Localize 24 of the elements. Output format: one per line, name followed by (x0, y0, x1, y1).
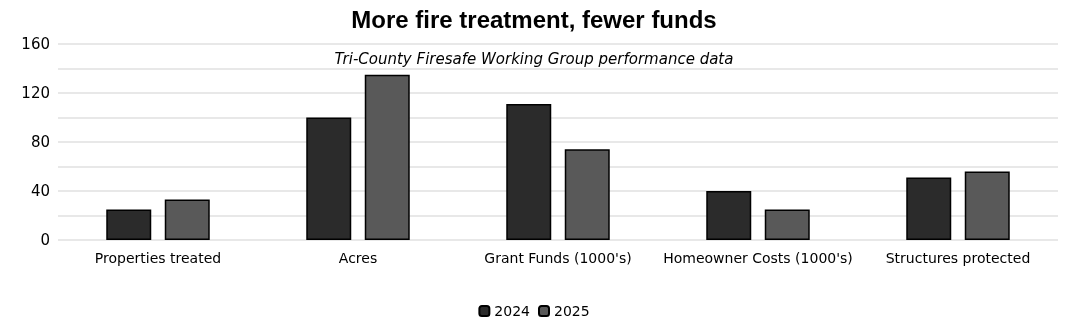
bar (106, 209, 152, 240)
x-tick-label: Properties treated (94, 250, 222, 266)
x-tick-label: Homeowner Costs (1000's) (663, 250, 853, 266)
y-tick-label: 80 (30, 133, 50, 151)
y-tick-label: 40 (30, 182, 50, 200)
bar (764, 209, 810, 240)
legend-label: 2025 (554, 303, 590, 319)
y-tick-label: 120 (21, 84, 50, 102)
bar (506, 104, 552, 240)
bar (306, 117, 352, 240)
legend-label: 2024 (494, 303, 531, 319)
bar (364, 74, 410, 240)
bar (164, 199, 210, 240)
y-tick-label: 160 (21, 35, 50, 53)
x-tick-label: Structures protected (885, 250, 1031, 266)
x-tick-label: Grant Funds (1000's) (484, 250, 632, 266)
bar (564, 149, 610, 240)
y-tick-label: 0 (40, 231, 50, 249)
chart-title: More fire treatment, fewer funds (351, 5, 717, 33)
bar (706, 191, 752, 240)
bar (964, 171, 1010, 240)
chart-subtitle: Tri-County Firesafe Working Group performance data (334, 49, 734, 68)
x-tick-label: Acres (338, 250, 378, 266)
bar (906, 177, 952, 240)
